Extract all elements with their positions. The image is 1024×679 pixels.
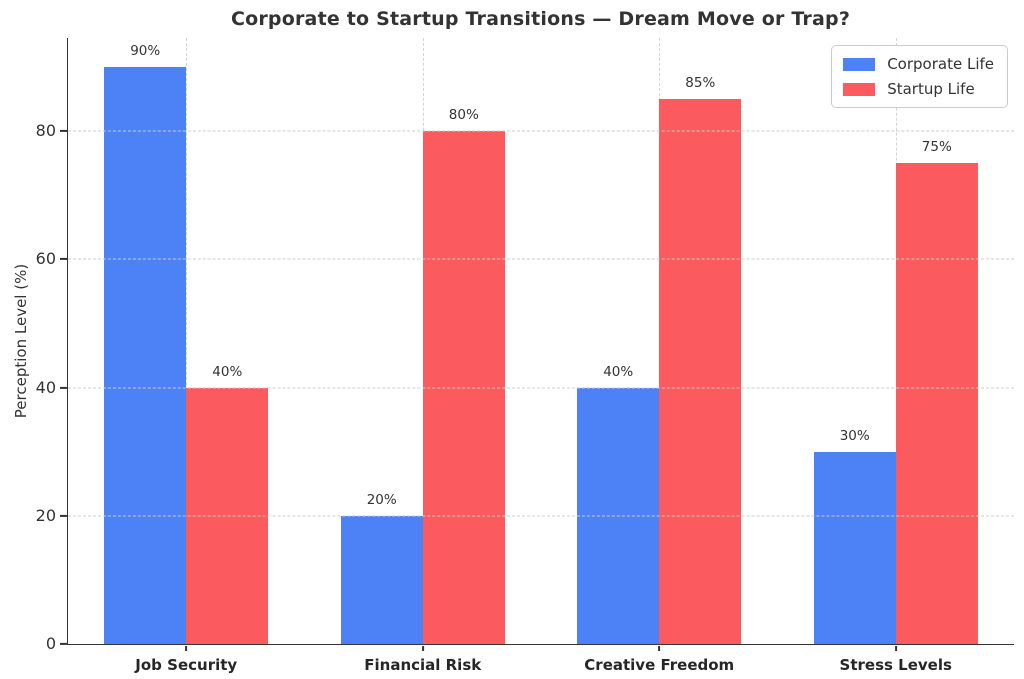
y-tick-mark-40 xyxy=(60,386,67,389)
x-tick-mark-job-security xyxy=(185,646,188,651)
bars-financial-risk: 20% 80% xyxy=(305,38,542,644)
legend-label-startup-life: Startup Life xyxy=(887,80,975,98)
legend-label-corporate-life: Corporate Life xyxy=(887,55,994,73)
bar-groups: 90% 40% Job Security 20% 80% Financial Risk 40… xyxy=(68,38,1015,674)
x-category-label-stress-levels: Stress Levels xyxy=(839,656,952,674)
y-tick-mark-80 xyxy=(60,130,67,132)
bar-startup-life-creative-freedom: 85% xyxy=(659,75,742,644)
bar-startup-life-stress-levels: 75% xyxy=(895,139,978,644)
x-category-label-financial-risk: Financial Risk xyxy=(364,656,482,674)
y-tick-label-60: 60 xyxy=(35,249,56,269)
y-tick-label-40: 40 xyxy=(35,377,56,397)
bar-group-financial-risk: 20% 80% Financial Risk xyxy=(305,38,542,674)
bar-value-label-corporate-life-financial-risk: 20% xyxy=(366,491,397,508)
legend-item-corporate-life: Corporate Life xyxy=(843,55,994,73)
y-tick-mark-60 xyxy=(60,258,67,261)
bar-value-label-corporate-life-stress-levels: 30% xyxy=(839,427,870,444)
bar-corporate-life-stress-levels: 30% xyxy=(813,428,896,644)
bars-creative-freedom: 40% 85% xyxy=(541,38,778,644)
bars-stress-levels: 30% 75% xyxy=(778,38,1015,644)
y-tick-label-80: 80 xyxy=(35,120,56,140)
legend-item-startup-life: Startup Life xyxy=(843,80,994,98)
x-category-label-job-security: Job Security xyxy=(135,656,238,674)
bars-job-security: 90% 40% xyxy=(68,38,305,644)
chart-title: Corporate to Startup Transitions — Dream… xyxy=(230,8,851,30)
legend: Corporate Life Startup Life xyxy=(831,45,1008,108)
vertical-gridline-job-security xyxy=(186,38,188,644)
bar-value-label-startup-life-financial-risk: 80% xyxy=(448,106,479,123)
x-tick-mark-financial-risk xyxy=(421,646,424,651)
bar-group-creative-freedom: 40% 85% Creative Freedom xyxy=(541,38,778,674)
legend-swatch-corporate-life xyxy=(843,57,876,71)
y-tick-label-20: 20 xyxy=(35,505,56,525)
legend-swatch-startup-life xyxy=(843,82,876,96)
y-tick-label-0: 0 xyxy=(45,634,56,653)
y-tick-mark-0 xyxy=(60,643,67,645)
y-tick-mark-20 xyxy=(60,514,67,517)
x-category-label-creative-freedom: Creative Freedom xyxy=(584,656,735,674)
horizontal-gridline-20 xyxy=(68,515,1014,517)
bar-corporate-life-financial-risk: 20% xyxy=(340,492,423,644)
x-tick-mark-stress-levels xyxy=(894,646,897,651)
horizontal-gridline-40 xyxy=(68,387,1014,388)
bar-value-label-startup-life-stress-levels: 75% xyxy=(921,139,952,156)
bar-group-job-security: 90% 40% Job Security xyxy=(68,38,305,674)
bar-corporate-life-job-security: 90% xyxy=(104,43,187,644)
bar-group-stress-levels: 30% 75% Stress Levels xyxy=(778,38,1015,674)
x-tick-mark-creative-freedom xyxy=(658,646,661,651)
bar-value-label-corporate-life-creative-freedom: 40% xyxy=(603,363,634,380)
bar-value-label-startup-life-creative-freedom: 85% xyxy=(685,74,716,91)
bar-value-label-corporate-life-job-security: 90% xyxy=(130,42,161,59)
bar-value-label-startup-life-job-security: 40% xyxy=(212,363,243,380)
plot-area: 90% 40% Job Security 20% 80% Financial Risk 40… xyxy=(36,38,1015,674)
horizontal-gridline-60 xyxy=(68,258,1014,260)
horizontal-gridline-80 xyxy=(68,130,1014,132)
